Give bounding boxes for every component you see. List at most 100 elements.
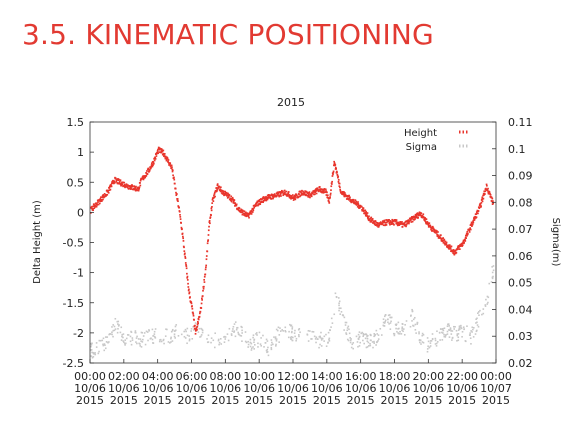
height-point — [225, 191, 228, 194]
sigma-point — [136, 335, 138, 338]
sigma-point — [367, 334, 369, 337]
height-point — [434, 229, 437, 232]
height-point — [453, 253, 456, 256]
sigma-point — [275, 328, 278, 331]
height-point — [286, 193, 289, 196]
height-point — [155, 155, 158, 157]
height-point — [270, 197, 273, 200]
height-point — [262, 199, 265, 202]
height-point — [108, 187, 111, 189]
height-point — [312, 190, 315, 192]
sigma-point — [265, 338, 268, 341]
sigma-point — [240, 325, 243, 328]
height-point — [216, 183, 219, 185]
sigma-point — [469, 332, 471, 334]
height-point — [415, 215, 417, 217]
sigma-point — [289, 324, 292, 327]
height-point — [377, 224, 379, 227]
sigma-point — [206, 338, 208, 340]
sigma-point — [366, 346, 369, 348]
height-point — [119, 183, 122, 186]
height-point — [106, 190, 109, 193]
height-point — [343, 195, 346, 198]
height-point — [96, 202, 98, 205]
height-point — [241, 213, 244, 216]
height-point — [354, 199, 357, 202]
sigma-point — [210, 341, 212, 344]
height-point — [410, 217, 413, 220]
height-point — [242, 212, 245, 215]
height-point — [175, 191, 177, 194]
height-point — [93, 207, 96, 210]
height-point — [193, 319, 195, 321]
height-point — [256, 200, 259, 203]
height-point — [323, 189, 325, 191]
height-point — [251, 208, 254, 211]
height-point — [335, 166, 337, 169]
height-point — [299, 190, 302, 193]
height-point — [357, 203, 360, 205]
sigma-point — [281, 329, 284, 331]
height-point — [339, 190, 342, 192]
height-point — [184, 257, 187, 259]
height-point — [139, 179, 142, 182]
sigma-point — [359, 341, 362, 344]
height-point — [424, 217, 427, 220]
height-point — [160, 148, 162, 150]
sigma-point — [104, 344, 106, 347]
height-point — [334, 163, 337, 166]
height-point — [331, 180, 333, 183]
height-point — [383, 219, 386, 222]
height-point — [322, 190, 325, 193]
sigma-point — [397, 321, 400, 324]
height-point — [470, 221, 473, 224]
sigma-point — [227, 339, 230, 342]
height-point — [214, 195, 216, 198]
height-point — [449, 247, 452, 250]
height-point — [337, 179, 340, 181]
sigma-point — [422, 334, 425, 336]
sigma-point — [188, 335, 190, 337]
sigma-point — [112, 335, 114, 338]
sigma-point — [262, 334, 264, 337]
height-point — [375, 221, 378, 224]
sigma-point — [250, 342, 253, 345]
sigma-point — [230, 334, 233, 337]
height-point — [349, 200, 352, 202]
sigma-point — [267, 346, 269, 349]
height-point — [326, 194, 329, 197]
height-point — [316, 187, 319, 190]
sigma-point — [448, 329, 450, 331]
height-point — [207, 234, 210, 236]
sigma-point — [443, 335, 446, 338]
height-point — [195, 327, 198, 330]
sigma-point — [266, 351, 268, 354]
height-point — [466, 234, 468, 237]
height-point — [475, 211, 478, 213]
sigma-point — [427, 345, 429, 348]
height-point — [491, 200, 493, 203]
height-point — [433, 228, 436, 231]
height-point — [206, 242, 209, 245]
sigma-point — [444, 336, 447, 338]
sigma-point — [447, 323, 450, 325]
sigma-point — [331, 322, 334, 324]
sigma-point — [371, 341, 374, 343]
height-point — [473, 219, 476, 221]
height-point — [207, 240, 209, 243]
height-point — [205, 255, 208, 257]
sigma-point — [151, 338, 154, 341]
height-point — [194, 332, 197, 335]
height-point — [468, 229, 471, 232]
sigma-point — [377, 338, 380, 340]
sigma-point — [170, 330, 173, 333]
sigma-point — [277, 326, 280, 329]
height-point — [129, 185, 131, 187]
height-point — [417, 216, 419, 219]
height-point — [347, 198, 349, 200]
sigma-point — [284, 330, 287, 332]
height-point — [315, 188, 317, 190]
height-point — [174, 187, 177, 190]
height-point — [388, 219, 390, 221]
height-point — [222, 190, 225, 193]
